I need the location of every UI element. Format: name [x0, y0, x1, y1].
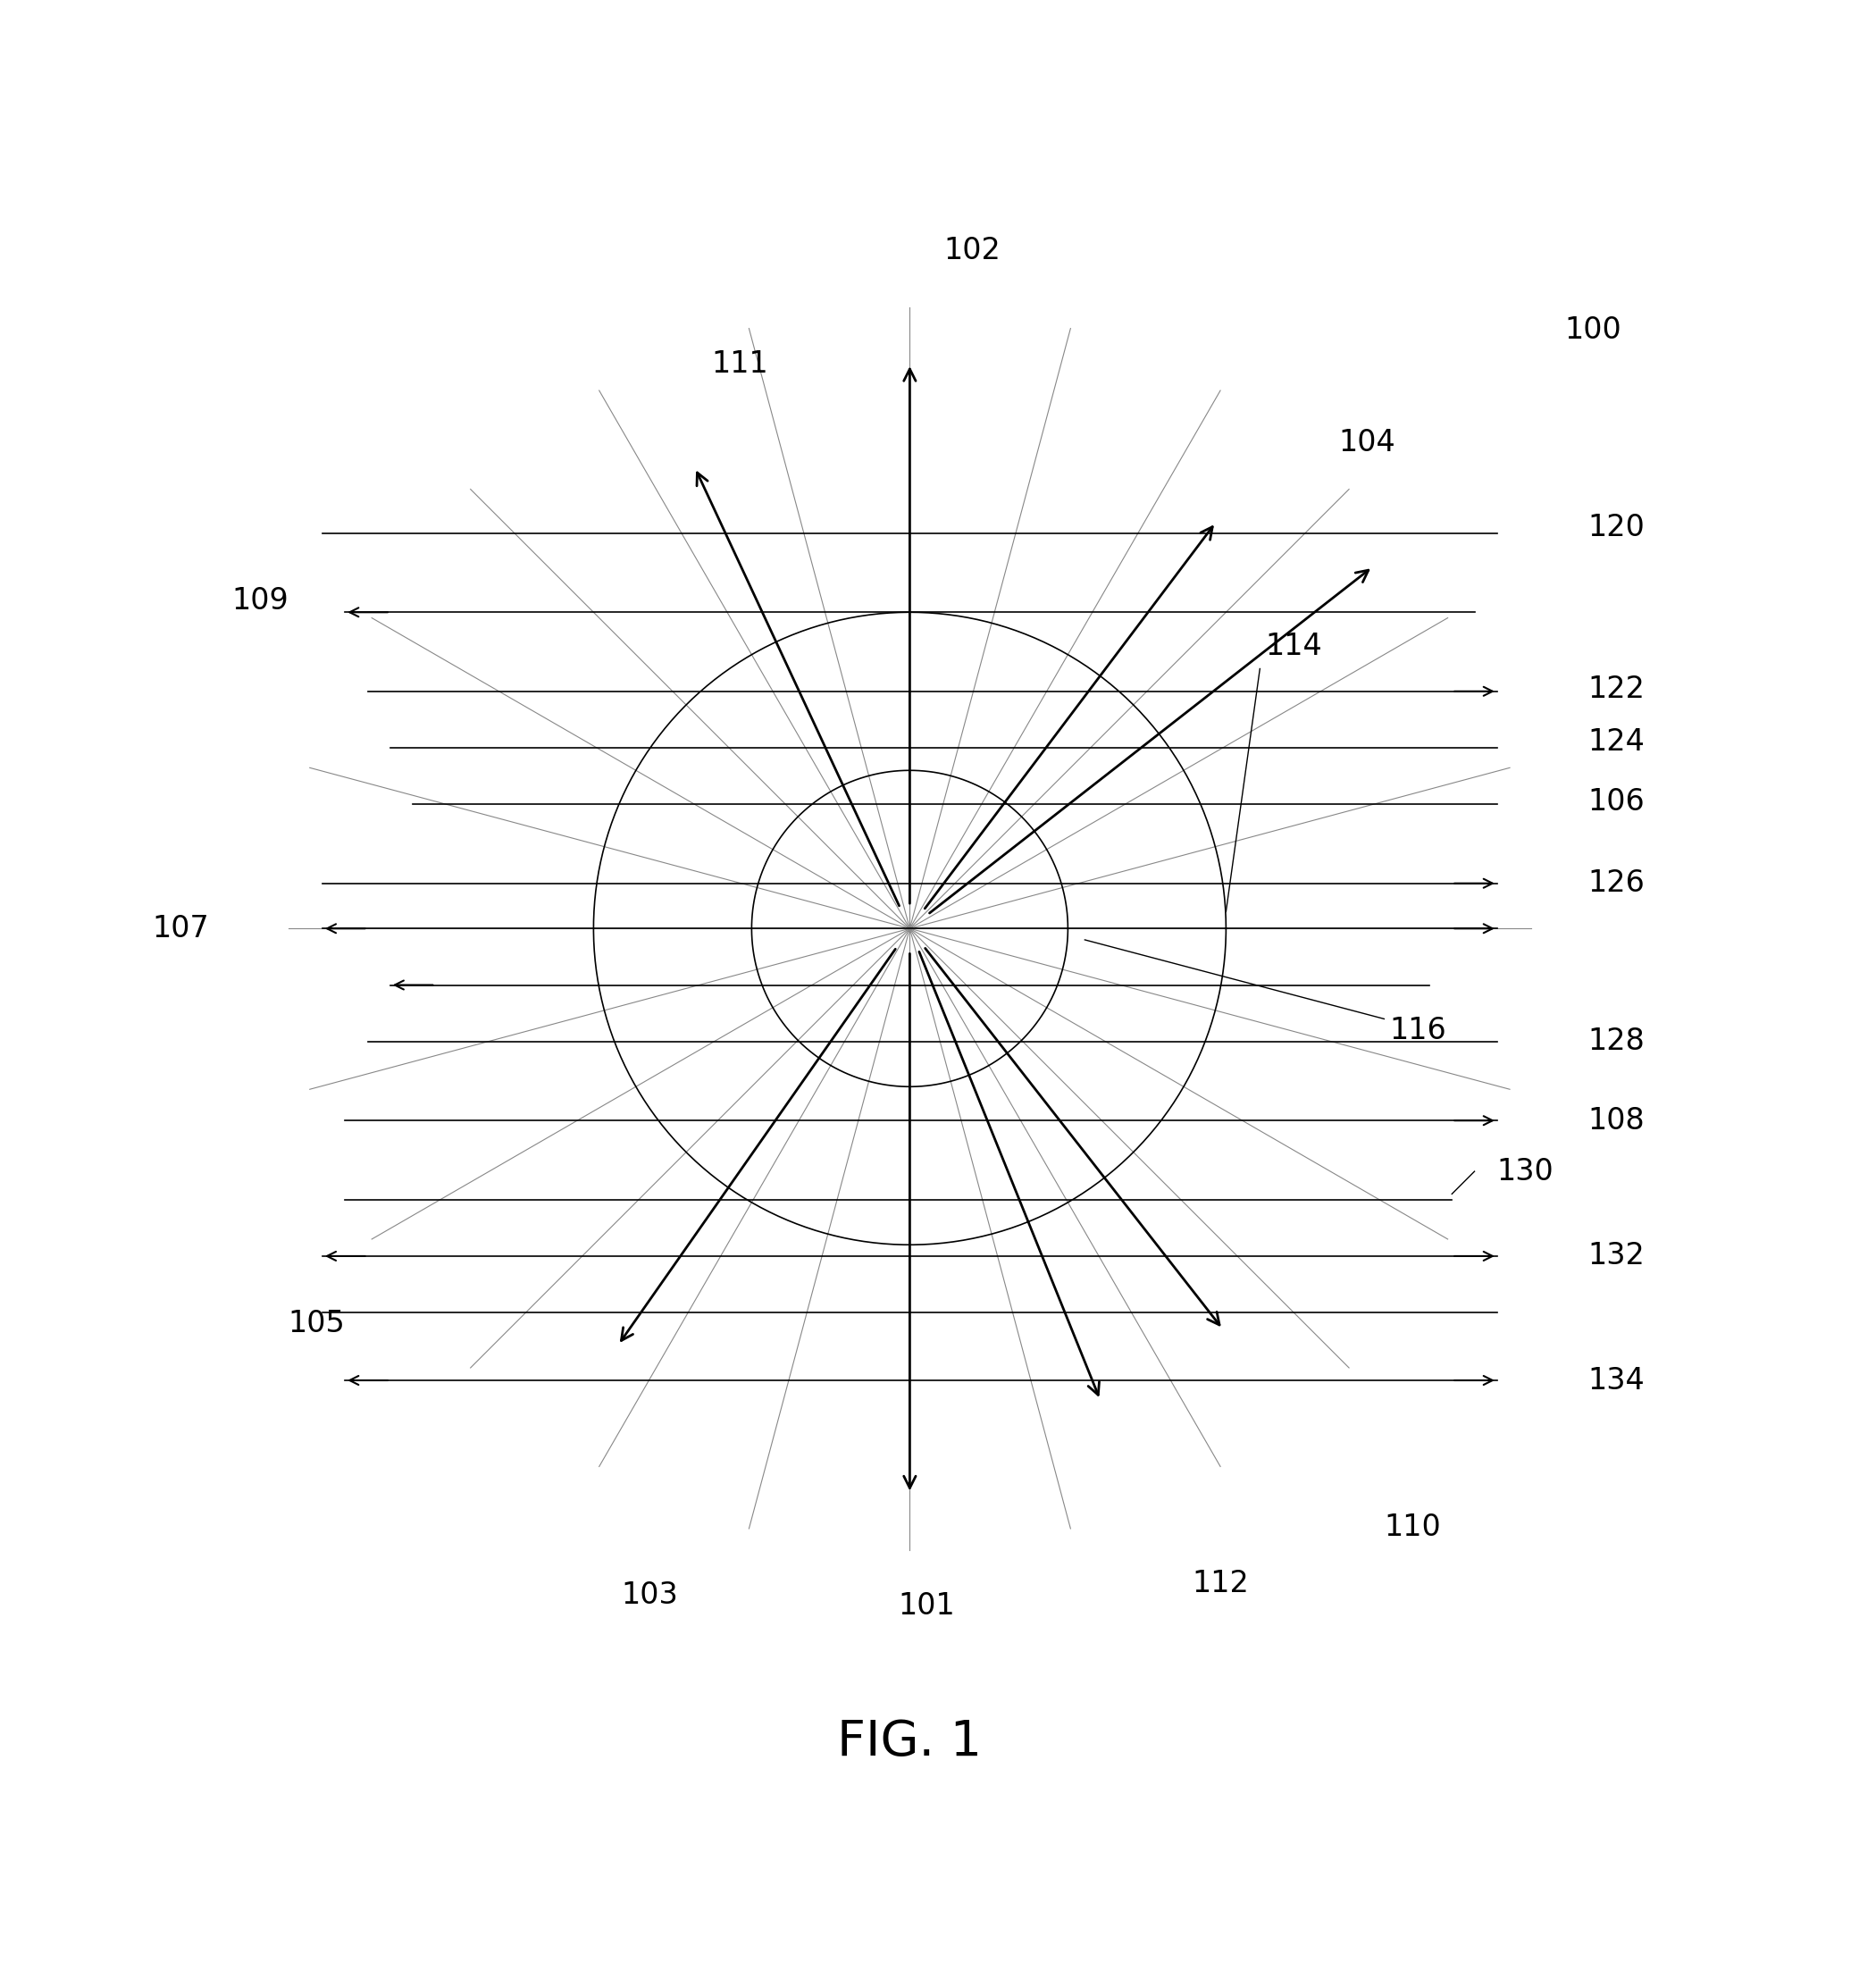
Text: 112: 112	[1191, 1568, 1249, 1598]
Text: 106: 106	[1587, 788, 1645, 818]
Text: 124: 124	[1587, 727, 1645, 756]
Text: 111: 111	[711, 349, 769, 378]
Text: 134: 134	[1587, 1365, 1645, 1395]
Text: 114: 114	[1264, 632, 1323, 660]
Text: 104: 104	[1339, 427, 1396, 457]
Text: 128: 128	[1587, 1026, 1645, 1056]
Text: 109: 109	[231, 587, 289, 617]
Text: 102: 102	[944, 236, 1000, 266]
Text: 110: 110	[1384, 1513, 1441, 1543]
Text: 105: 105	[289, 1310, 345, 1338]
Text: 116: 116	[1390, 1015, 1446, 1044]
Text: 130: 130	[1497, 1156, 1553, 1186]
Text: 108: 108	[1587, 1105, 1643, 1135]
Text: 132: 132	[1587, 1241, 1645, 1271]
Text: 107: 107	[152, 914, 210, 944]
Text: 120: 120	[1587, 512, 1645, 542]
Text: 103: 103	[621, 1580, 679, 1609]
Text: 126: 126	[1587, 869, 1645, 898]
Text: 100: 100	[1565, 315, 1621, 345]
Text: 122: 122	[1587, 674, 1645, 703]
Text: 101: 101	[899, 1592, 955, 1621]
Text: FIG. 1: FIG. 1	[837, 1718, 983, 1765]
